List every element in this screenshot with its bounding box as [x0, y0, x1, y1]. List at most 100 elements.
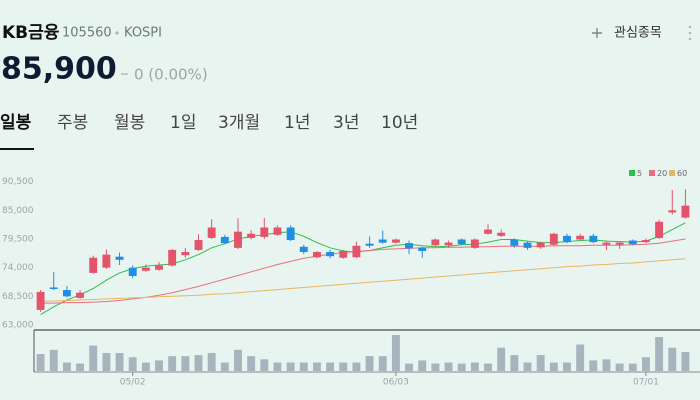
moving-average-line [40, 222, 686, 316]
candle-body [510, 239, 519, 246]
candle-body [391, 239, 400, 243]
candle-body [576, 235, 585, 240]
price-change: 0 (0.00%) [134, 66, 208, 84]
volume-bar [641, 357, 650, 371]
volume-bar [115, 353, 124, 371]
volume-bar [168, 356, 177, 371]
volume-bar [681, 351, 690, 371]
candle-body [247, 233, 256, 238]
tab[interactable]: 10년 [381, 113, 418, 133]
volume-bar [655, 337, 664, 371]
stock-name: KB금융 [2, 23, 60, 43]
volume-bar [62, 362, 71, 371]
candle-body [181, 252, 190, 256]
volume-bar [497, 347, 506, 371]
legend-swatch [629, 170, 635, 176]
candle-body [681, 205, 690, 218]
candle-body [641, 240, 650, 243]
candle-body [260, 227, 269, 237]
candle-body [36, 291, 45, 310]
volume-bar [510, 355, 519, 371]
candle-body [405, 243, 414, 249]
volume-bar [155, 360, 163, 371]
volume-bar [247, 356, 256, 371]
watch-button[interactable]: 관심종목 [592, 26, 662, 41]
plus-icon [592, 28, 602, 38]
volume-bar [234, 349, 242, 371]
candle-body [312, 252, 321, 258]
volume-bar [89, 345, 98, 371]
y-tick-label: 74,000 [2, 263, 34, 273]
volume-bar [312, 362, 321, 371]
tab[interactable]: 1년 [284, 113, 310, 133]
volume-bar [523, 362, 532, 371]
volume-bar [484, 363, 492, 371]
candle-body [536, 242, 545, 248]
tab[interactable]: 일봉 [0, 113, 32, 133]
legend-label: 20 [657, 169, 667, 178]
stock-code: 105560 [62, 26, 112, 41]
volume-bar [391, 335, 400, 371]
candle-body [62, 290, 71, 297]
volume-bar [260, 359, 269, 371]
y-tick-label: 79,500 [2, 234, 34, 244]
volume-bar [49, 349, 58, 371]
candle-body [155, 265, 163, 270]
moving-average-line [40, 258, 686, 302]
candle-body [102, 254, 111, 268]
candle-body [470, 239, 479, 248]
candle-body [457, 239, 466, 245]
volume-bar [220, 362, 229, 371]
volume-bar [128, 357, 137, 371]
candle-body [431, 239, 440, 246]
volume-bar [181, 356, 190, 371]
candle-body [615, 242, 624, 245]
separator-dot [115, 31, 119, 35]
candle-body [234, 231, 242, 248]
volume-bar [273, 362, 282, 371]
volume-bar [576, 344, 585, 371]
tab[interactable]: 주봉 [57, 113, 88, 133]
volume-bar [470, 362, 479, 371]
candle-body [628, 240, 637, 245]
more-menu[interactable] [688, 25, 692, 41]
volume-bar [286, 362, 295, 371]
legend-label: 60 [677, 169, 687, 178]
watch-label: 관심종목 [614, 26, 662, 41]
candle-body [668, 210, 677, 213]
candle-body [286, 227, 295, 241]
candle-body [207, 227, 216, 238]
volume-bar [102, 353, 111, 371]
candle-body [76, 292, 85, 298]
candle-body [444, 242, 453, 246]
volume-bar [339, 362, 348, 371]
candle-body [194, 240, 203, 250]
candle-body [418, 247, 427, 251]
tab[interactable]: 3년 [333, 113, 359, 133]
volume-bar [628, 363, 637, 371]
tab[interactable]: 월봉 [114, 113, 145, 133]
candle-body [365, 243, 374, 246]
volume-bar [207, 353, 216, 371]
candle-body [339, 250, 348, 258]
volume-bar [405, 363, 414, 371]
volume-bar [589, 360, 598, 371]
candle-body [352, 245, 361, 258]
tab[interactable]: 3개월 [218, 113, 260, 133]
x-tick-label: 05/02 [120, 378, 146, 388]
candle-body [115, 256, 124, 260]
candle-body [378, 239, 387, 243]
candle-body [273, 227, 282, 235]
volume-bar [431, 363, 440, 371]
volume-bar [457, 363, 466, 371]
volume-bar [536, 355, 545, 371]
y-tick-label: 63,000 [2, 321, 34, 331]
candle-body [589, 235, 598, 243]
tab[interactable]: 1일 [170, 113, 196, 133]
y-tick-label: 90,500 [2, 177, 34, 187]
volume-bar [602, 359, 611, 371]
candle-body [299, 246, 308, 253]
legend-swatch [649, 170, 655, 176]
candle-body [220, 236, 229, 244]
